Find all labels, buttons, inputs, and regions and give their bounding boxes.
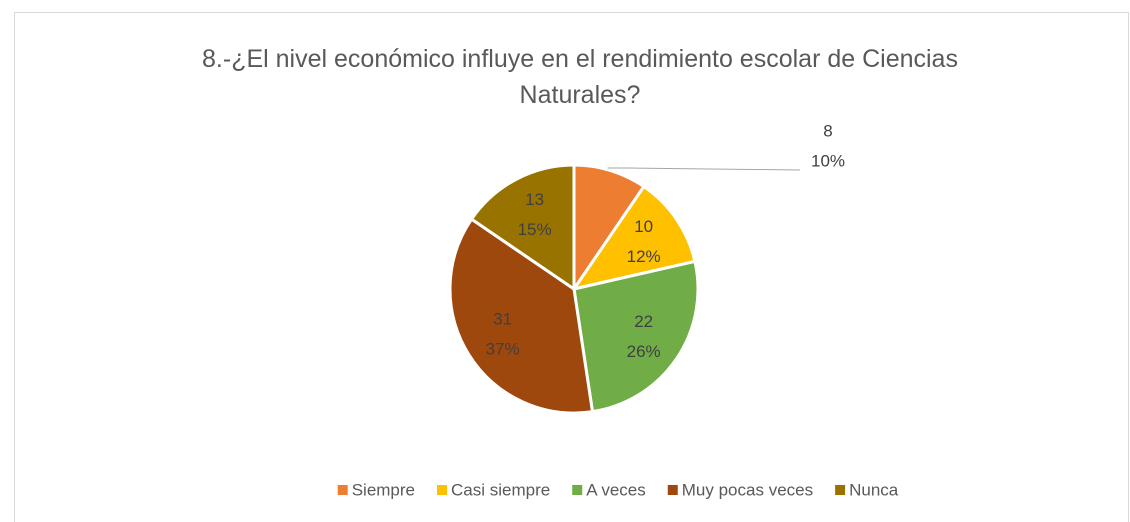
data-label: 22 (634, 312, 653, 331)
pie-slice (448, 217, 595, 415)
data-label: 8 (823, 121, 832, 140)
legend-label: Muy pocas veces (682, 480, 813, 499)
data-label: 12% (627, 247, 661, 266)
legend-label: A veces (586, 480, 646, 499)
legend-swatch (337, 485, 348, 495)
pie-slice (469, 163, 576, 292)
data-label: 31 (493, 309, 512, 328)
data-label: 26% (627, 342, 661, 361)
data-label: 10% (811, 151, 845, 170)
data-label: 37% (486, 339, 520, 358)
legend-swatch (667, 485, 678, 495)
leader-line (607, 167, 801, 171)
legend-label: Nunca (849, 480, 899, 499)
data-label: 10 (634, 217, 653, 236)
legend-label: Casi siempre (451, 480, 550, 499)
legend-swatch (437, 485, 448, 495)
legend-swatch (572, 485, 583, 495)
legend: Siempre Casi siempre A veces Muy pocas vece… (337, 480, 899, 499)
pie-slice (572, 259, 700, 414)
legend-label: Siempre (352, 480, 415, 499)
legend-swatch (835, 485, 846, 495)
chart-title: 8.-¿El nivel económico influye en el ren… (202, 45, 958, 109)
data-label: 13 (525, 190, 544, 209)
pie-slice (570, 184, 697, 292)
data-label: 15% (518, 220, 552, 239)
